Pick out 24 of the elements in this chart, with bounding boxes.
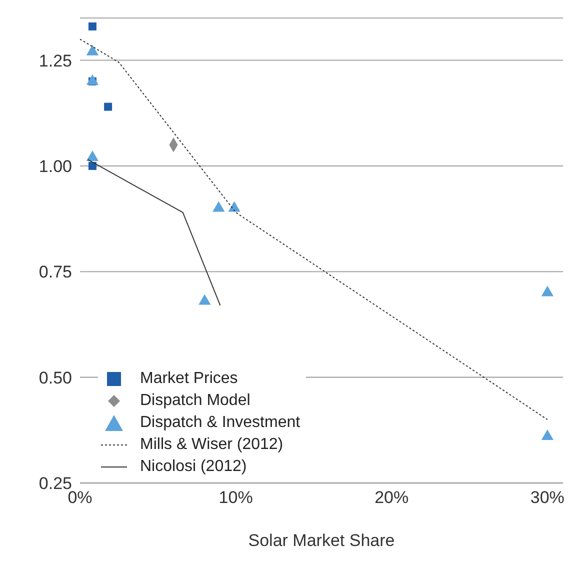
point — [541, 429, 554, 440]
point — [541, 286, 554, 296]
point — [88, 162, 96, 170]
y-tick-label: 0.75 — [38, 262, 72, 282]
x-tick-label: 0% — [68, 488, 92, 508]
x-tick-label: 10% — [218, 488, 253, 508]
legend-label: Dispatch & Investment — [140, 414, 300, 432]
x-axis-title: Solar Market Share — [248, 531, 395, 550]
legend-label: Dispatch Model — [140, 392, 250, 410]
point — [86, 44, 99, 56]
x-tick-label: 30% — [530, 488, 564, 508]
y-tick-label: 0.50 — [38, 368, 72, 388]
point — [86, 150, 99, 162]
point — [86, 74, 99, 85]
x-tick-label: 20% — [374, 488, 409, 508]
y-tick-label: 1.00 — [38, 156, 72, 176]
point — [212, 201, 225, 212]
legend-label: Market Prices — [140, 370, 238, 388]
point — [104, 102, 112, 111]
point — [198, 294, 211, 305]
y-tick-label: 1.25 — [38, 51, 72, 70]
legend-label: Mills & Wiser (2012) — [140, 436, 284, 454]
point — [88, 22, 96, 30]
legend-label: Nicolosi (2012) — [140, 458, 247, 476]
